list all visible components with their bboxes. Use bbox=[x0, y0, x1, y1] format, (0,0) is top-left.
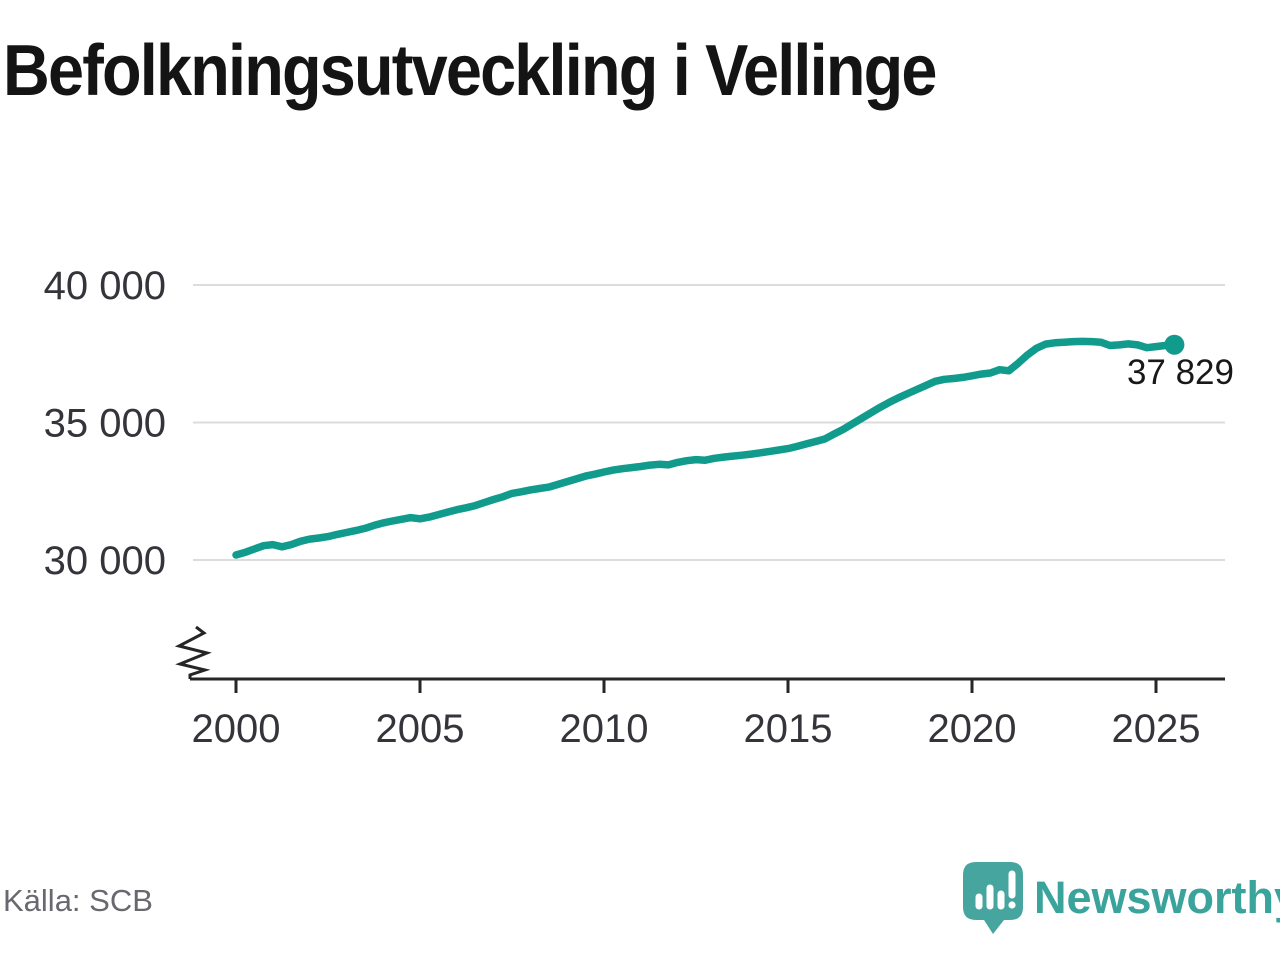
x-axis-tick-labels: 2000 2005 2010 2015 2020 2025 bbox=[192, 679, 1201, 751]
x-tick-label: 2015 bbox=[744, 707, 833, 751]
gridlines-and-y-tick-labels: 30 000 35 000 40 000 bbox=[44, 264, 1225, 583]
y-axis-break-icon bbox=[174, 625, 212, 679]
x-tick-label: 2025 bbox=[1112, 707, 1201, 751]
logo-exclamation-dot-icon bbox=[1008, 901, 1016, 909]
x-tick-label: 2010 bbox=[560, 707, 649, 751]
latest-value-label: 37 829 bbox=[1127, 353, 1234, 392]
source-label: Källa: SCB bbox=[3, 883, 153, 918]
population-series-line bbox=[232, 337, 1179, 559]
latest-value-dot bbox=[1164, 334, 1185, 355]
x-tick-label: 2020 bbox=[928, 707, 1017, 751]
y-tick-label: 30 000 bbox=[44, 539, 166, 583]
chart-title: Befolkningsutveckling i Vellinge bbox=[3, 31, 937, 111]
y-tick-label: 35 000 bbox=[44, 402, 166, 446]
x-tick-label: 2000 bbox=[192, 707, 281, 751]
x-tick-label: 2005 bbox=[376, 707, 465, 751]
newsworthy-logo: Newsworthy bbox=[963, 862, 1280, 934]
newsworthy-wordmark: Newsworthy bbox=[1034, 872, 1280, 923]
y-tick-label: 40 000 bbox=[44, 264, 166, 308]
